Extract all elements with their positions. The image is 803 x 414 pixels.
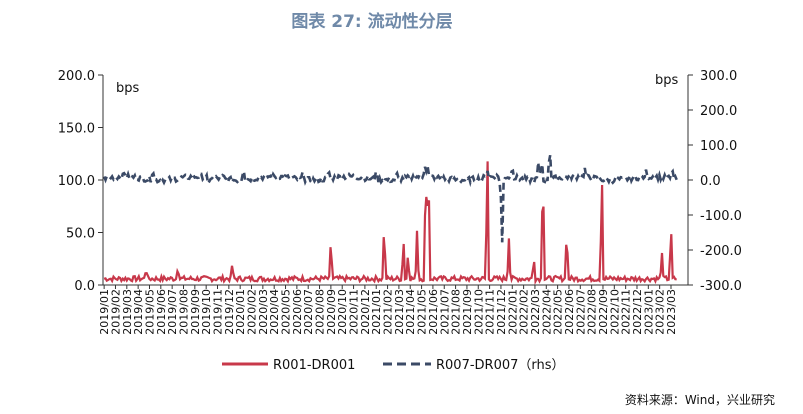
x-tick-label: 2022/09 xyxy=(597,289,610,335)
x-tick-label: 2020/09 xyxy=(325,289,338,335)
x-tick-label: 2022/04 xyxy=(540,289,553,335)
chart-title: 图表 27: 流动性分层 xyxy=(291,11,452,32)
x-tick-label: 2022/03 xyxy=(529,289,542,335)
x-tick-label: 2021/11 xyxy=(484,289,497,335)
x-tick-label: 2022/08 xyxy=(586,289,599,335)
x-tick-label: 2023/02 xyxy=(654,289,667,335)
x-tick-label: 2020/08 xyxy=(314,289,327,335)
x-tick-label: 2020/02 xyxy=(246,289,259,335)
right-tick-label: 100.0 xyxy=(700,139,737,154)
x-tick-label: 2020/01 xyxy=(234,289,247,335)
x-tick-label: 2022/12 xyxy=(631,289,644,335)
x-tick-label: 2021/05 xyxy=(416,289,429,335)
x-tick-label: 2019/12 xyxy=(223,289,236,335)
x-tick-label: 2021/04 xyxy=(404,289,417,335)
x-tick-label: 2020/11 xyxy=(348,289,361,335)
left-unit-label: bps xyxy=(116,81,140,96)
x-tick-label: 2019/02 xyxy=(109,289,122,335)
right-tick-label: 200.0 xyxy=(700,104,737,119)
right-tick-label: -200.0 xyxy=(700,244,742,259)
left-tick-label: 150.0 xyxy=(58,122,95,137)
left-tick-label: 0.0 xyxy=(74,279,95,294)
x-tick-label: 2022/05 xyxy=(552,289,565,335)
x-tick-label: 2020/10 xyxy=(336,289,349,335)
x-tick-label: 2019/04 xyxy=(132,289,145,335)
left-tick-label: 100.0 xyxy=(58,174,95,189)
series-line-1 xyxy=(102,154,678,243)
x-tick-label: 2019/07 xyxy=(166,289,179,335)
x-tick-label: 2019/09 xyxy=(189,289,202,335)
x-tick-label: 2020/05 xyxy=(280,289,293,335)
x-tick-label: 2021/03 xyxy=(393,289,406,335)
left-tick-label: 50.0 xyxy=(66,227,95,242)
x-tick-label: 2023/03 xyxy=(665,289,678,335)
x-tick-label: 2019/03 xyxy=(121,289,134,335)
legend: R001-DR001 R007-DR007（rhs） xyxy=(222,358,565,373)
x-tick-label: 2022/11 xyxy=(620,289,633,335)
right-tick-label: -100.0 xyxy=(700,209,742,224)
x-tick-label: 2021/01 xyxy=(370,289,383,335)
x-tick-label: 2022/10 xyxy=(608,289,621,335)
x-tick-label: 2022/01 xyxy=(506,289,519,335)
x-tick-label: 2020/06 xyxy=(291,289,304,335)
x-tick-label: 2020/03 xyxy=(257,289,270,335)
x-tick-label: 2019/11 xyxy=(212,289,225,335)
x-tick-label: 2021/12 xyxy=(495,289,508,335)
x-tick-label: 2019/10 xyxy=(200,289,213,335)
x-tick-label: 2020/12 xyxy=(359,289,372,335)
x-tick-label: 2021/08 xyxy=(450,289,463,335)
x-tick-label: 2022/06 xyxy=(563,289,576,335)
right-unit-label: bps xyxy=(655,73,679,88)
x-tick-label: 2019/06 xyxy=(155,289,168,335)
x-tick-label: 2021/09 xyxy=(461,289,474,335)
x-tick-label: 2020/07 xyxy=(302,289,315,335)
x-tick-label: 2023/01 xyxy=(642,289,655,335)
x-tick-label: 2019/08 xyxy=(177,289,190,335)
series-line-0 xyxy=(103,161,677,286)
right-tick-label: 0.0 xyxy=(700,174,721,189)
x-tick-label: 2022/07 xyxy=(574,289,587,335)
x-tick-label: 2021/07 xyxy=(438,289,451,335)
x-tick-label: 2020/04 xyxy=(268,289,281,335)
x-tick-label: 2019/01 xyxy=(98,289,111,335)
source-note: 资料来源：Wind，兴业研究 xyxy=(625,392,775,407)
x-tick-label: 2021/06 xyxy=(427,289,440,335)
x-tick-label: 2021/02 xyxy=(382,289,395,335)
x-tick-label: 2021/10 xyxy=(472,289,485,335)
right-tick-label: 300.0 xyxy=(700,69,737,84)
x-tick-label: 2019/05 xyxy=(143,289,156,335)
right-tick-label: -300.0 xyxy=(700,279,742,294)
legend-label-r001: R001-DR001 xyxy=(273,358,355,373)
legend-label-r007: R007-DR007（rhs） xyxy=(436,358,565,373)
x-tick-label: 2022/02 xyxy=(518,289,531,335)
left-tick-label: 200.0 xyxy=(58,69,95,84)
